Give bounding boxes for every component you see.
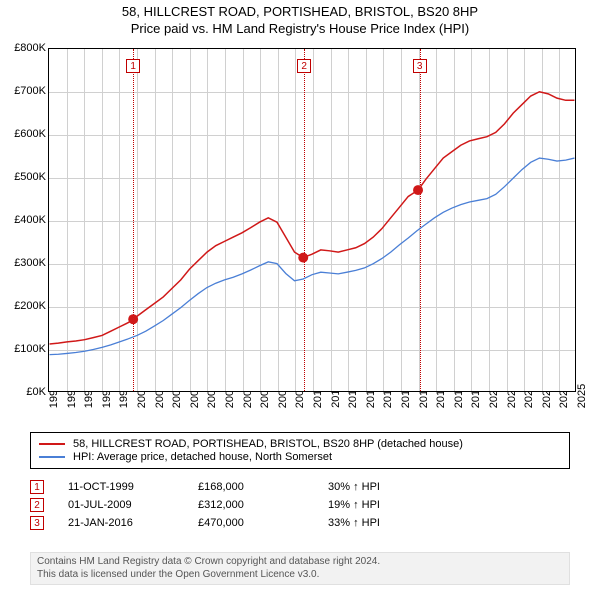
attribution-line: This data is licensed under the Open Gov… — [37, 569, 563, 582]
y-tick-label: £300K — [14, 257, 46, 269]
y-tick-label: £800K — [14, 42, 46, 54]
event-date: 01-JUL-2009 — [68, 499, 198, 511]
series-price_paid — [50, 92, 575, 344]
event-price: £470,000 — [198, 517, 328, 529]
legend: 58, HILLCREST ROAD, PORTISHEAD, BRISTOL,… — [30, 432, 570, 469]
y-tick-label: £700K — [14, 85, 46, 97]
legend-swatch — [39, 443, 65, 445]
event-marker-box: 3 — [30, 516, 44, 530]
title-address: 58, HILLCREST ROAD, PORTISHEAD, BRISTOL,… — [0, 4, 600, 19]
event-date: 21-JAN-2016 — [68, 517, 198, 529]
y-tick-label: £400K — [14, 214, 46, 226]
event-pct: 30% ↑ HPI — [328, 481, 448, 493]
legend-label: 58, HILLCREST ROAD, PORTISHEAD, BRISTOL,… — [73, 438, 463, 450]
y-tick-label: £100K — [14, 343, 46, 355]
line-chart-svg — [49, 49, 575, 391]
y-tick-label: £600K — [14, 128, 46, 140]
legend-item-hpi: HPI: Average price, detached house, Nort… — [39, 451, 561, 463]
y-tick-label: £500K — [14, 171, 46, 183]
y-tick-label: £200K — [14, 300, 46, 312]
event-price: £168,000 — [198, 481, 328, 493]
event-date: 11-OCT-1999 — [68, 481, 198, 493]
events-table: 1 11-OCT-1999 £168,000 30% ↑ HPI 2 01-JU… — [30, 476, 448, 534]
event-pct: 33% ↑ HPI — [328, 517, 448, 529]
attribution: Contains HM Land Registry data © Crown c… — [30, 552, 570, 585]
price-marker — [413, 185, 423, 195]
title-block: 58, HILLCREST ROAD, PORTISHEAD, BRISTOL,… — [0, 0, 600, 36]
price-marker — [128, 314, 138, 324]
event-price: £312,000 — [198, 499, 328, 511]
legend-item-price-paid: 58, HILLCREST ROAD, PORTISHEAD, BRISTOL,… — [39, 438, 561, 450]
event-marker-box: 1 — [30, 480, 44, 494]
title-subtitle: Price paid vs. HM Land Registry's House … — [0, 21, 600, 36]
legend-label: HPI: Average price, detached house, Nort… — [73, 451, 332, 463]
plot-area: 123 — [48, 48, 576, 392]
x-tick-label: 2025 — [576, 384, 588, 408]
y-tick-label: £0K — [26, 386, 46, 398]
price-marker — [298, 253, 308, 263]
chart-container: 58, HILLCREST ROAD, PORTISHEAD, BRISTOL,… — [0, 0, 600, 590]
event-row: 1 11-OCT-1999 £168,000 30% ↑ HPI — [30, 480, 448, 494]
attribution-line: Contains HM Land Registry data © Crown c… — [37, 556, 563, 569]
event-row: 2 01-JUL-2009 £312,000 19% ↑ HPI — [30, 498, 448, 512]
series-hpi — [50, 158, 575, 355]
event-row: 3 21-JAN-2016 £470,000 33% ↑ HPI — [30, 516, 448, 530]
event-pct: 19% ↑ HPI — [328, 499, 448, 511]
event-marker-box: 2 — [30, 498, 44, 512]
legend-swatch — [39, 456, 65, 458]
